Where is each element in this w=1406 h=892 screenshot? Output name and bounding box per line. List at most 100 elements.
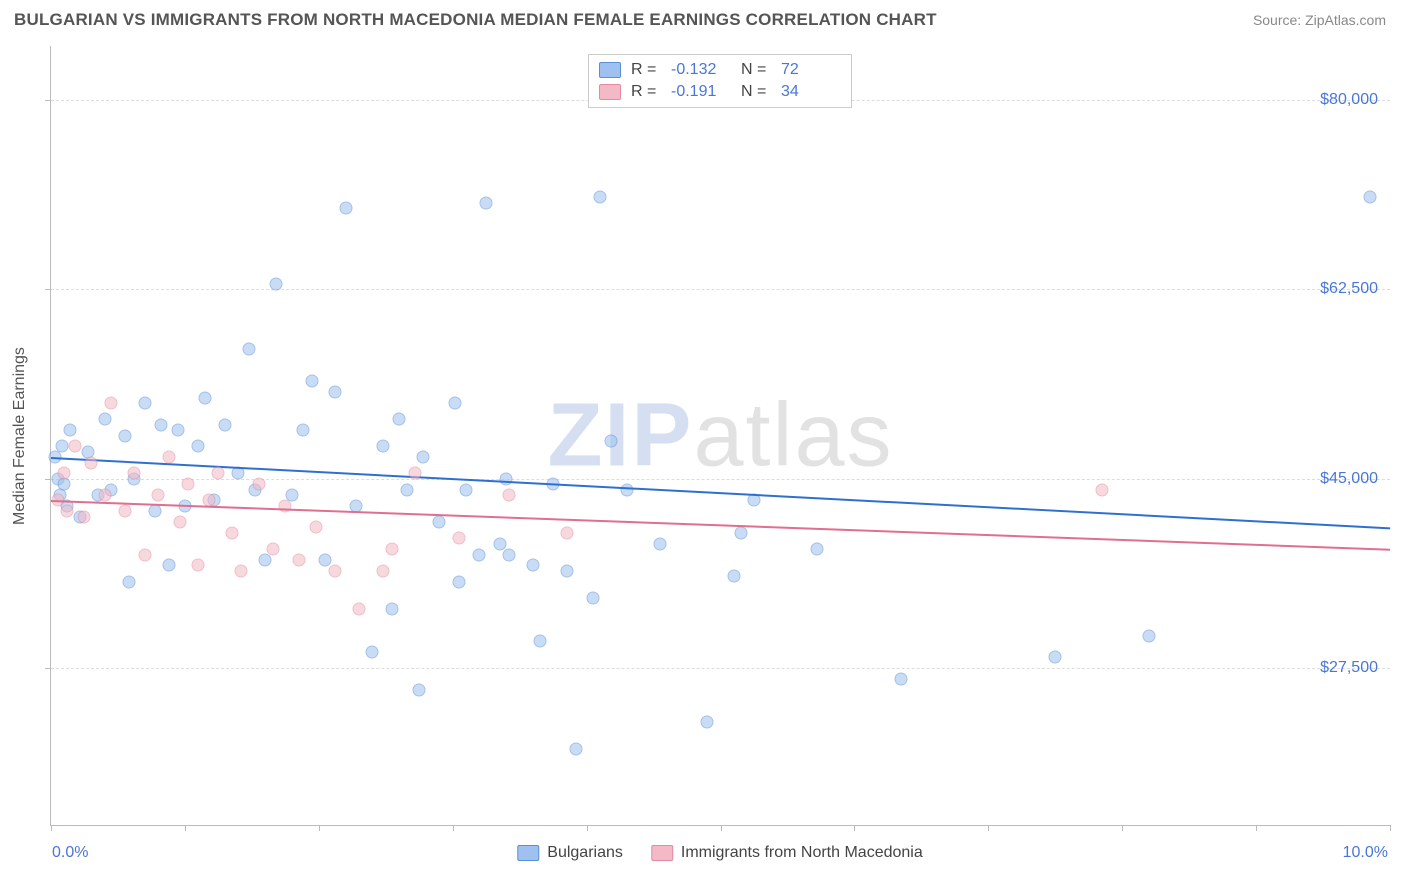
plot-wrap: ZIPatlas $27,500$45,000$62,500$80,000 Me… — [50, 46, 1390, 826]
data-point — [453, 575, 466, 588]
data-point — [61, 505, 74, 518]
y-tick — [45, 668, 51, 669]
x-tick — [319, 825, 320, 831]
legend-n-value-1: 72 — [781, 61, 841, 79]
watermark-atlas: atlas — [693, 385, 893, 485]
x-axis-max-label: 10.0% — [1343, 844, 1388, 862]
plot-area: ZIPatlas $27,500$45,000$62,500$80,000 — [50, 46, 1390, 826]
data-point — [810, 543, 823, 556]
y-tick — [45, 479, 51, 480]
data-point — [453, 532, 466, 545]
chart-header: BULGARIAN VS IMMIGRANTS FROM NORTH MACED… — [0, 0, 1406, 36]
data-point — [401, 483, 414, 496]
data-point — [460, 483, 473, 496]
legend-swatch-2 — [651, 845, 673, 861]
data-point — [192, 440, 205, 453]
data-point — [122, 575, 135, 588]
data-point — [328, 386, 341, 399]
y-tick — [45, 289, 51, 290]
data-point — [500, 472, 513, 485]
y-tick-label: $27,500 — [1320, 659, 1378, 677]
data-point — [85, 456, 98, 469]
watermark-zip: ZIP — [547, 385, 693, 485]
correlation-legend: R = -0.132 N = 72 R = -0.191 N = 34 — [588, 54, 852, 108]
data-point — [319, 553, 332, 566]
data-point — [560, 564, 573, 577]
data-point — [527, 559, 540, 572]
data-point — [604, 434, 617, 447]
data-point — [162, 559, 175, 572]
gridline — [51, 668, 1390, 669]
data-point — [296, 424, 309, 437]
data-point — [310, 521, 323, 534]
legend-row-series-1: R = -0.132 N = 72 — [599, 59, 841, 81]
data-point — [433, 516, 446, 529]
legend-n-label: N = — [741, 83, 771, 101]
data-point — [118, 505, 131, 518]
x-tick — [587, 825, 588, 831]
data-point — [69, 440, 82, 453]
data-point — [1096, 483, 1109, 496]
data-point — [569, 743, 582, 756]
data-point — [560, 526, 573, 539]
source-name: ZipAtlas.com — [1305, 12, 1386, 28]
data-point — [292, 553, 305, 566]
data-point — [212, 467, 225, 480]
data-point — [377, 440, 390, 453]
legend-item-1: Bulgarians — [517, 844, 623, 862]
data-point — [269, 278, 282, 291]
data-point — [1049, 651, 1062, 664]
data-point — [727, 570, 740, 583]
legend-item-2: Immigrants from North Macedonia — [651, 844, 923, 862]
data-point — [377, 564, 390, 577]
data-point — [118, 429, 131, 442]
legend-row-series-2: R = -0.191 N = 34 — [599, 81, 841, 103]
data-point — [409, 467, 422, 480]
source-attribution: Source: ZipAtlas.com — [1253, 12, 1386, 28]
x-tick — [721, 825, 722, 831]
data-point — [701, 716, 714, 729]
legend-n-label: N = — [741, 61, 771, 79]
data-point — [173, 516, 186, 529]
y-axis-title: Median Female Earnings — [11, 347, 29, 525]
data-point — [587, 591, 600, 604]
data-point — [417, 451, 430, 464]
data-point — [1363, 191, 1376, 204]
data-point — [493, 537, 506, 550]
data-point — [895, 672, 908, 685]
chart-title: BULGARIAN VS IMMIGRANTS FROM NORTH MACED… — [14, 10, 937, 30]
legend-r-label: R = — [631, 83, 661, 101]
data-point — [473, 548, 486, 561]
data-point — [98, 413, 111, 426]
data-point — [620, 483, 633, 496]
data-point — [63, 424, 76, 437]
data-point — [192, 559, 205, 572]
x-tick — [51, 825, 52, 831]
x-tick — [988, 825, 989, 831]
data-point — [149, 505, 162, 518]
gridline — [51, 289, 1390, 290]
data-point — [78, 510, 91, 523]
data-point — [328, 564, 341, 577]
data-point — [366, 645, 379, 658]
data-point — [243, 342, 256, 355]
data-point — [154, 418, 167, 431]
data-point — [533, 635, 546, 648]
data-point — [172, 424, 185, 437]
x-tick — [1390, 825, 1391, 831]
data-point — [352, 602, 365, 615]
y-tick — [45, 100, 51, 101]
data-point — [393, 413, 406, 426]
x-tick — [1122, 825, 1123, 831]
x-tick — [854, 825, 855, 831]
data-point — [219, 418, 232, 431]
data-point — [98, 489, 111, 502]
data-point — [55, 440, 68, 453]
data-point — [1142, 629, 1155, 642]
data-point — [225, 526, 238, 539]
data-point — [386, 602, 399, 615]
data-point — [152, 489, 165, 502]
legend-r-label: R = — [631, 61, 661, 79]
legend-label-2: Immigrants from North Macedonia — [681, 844, 923, 862]
data-point — [593, 191, 606, 204]
